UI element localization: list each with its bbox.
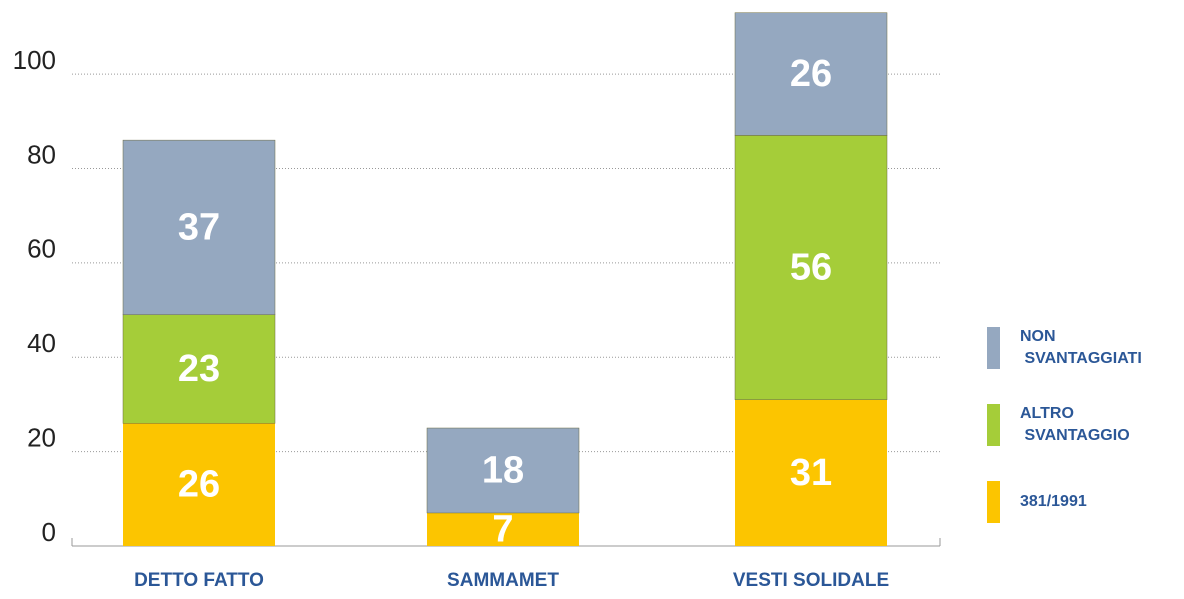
- data-label: 23: [178, 348, 220, 390]
- x-tick-label: DETTO FATTO: [134, 570, 264, 591]
- legend-swatch: [987, 481, 1000, 523]
- bar-segment: [427, 512, 579, 546]
- y-tick-label: 40: [27, 328, 56, 358]
- bar-segment: [122, 139, 276, 316]
- legend-label: 381/1991: [1020, 493, 1087, 510]
- x-tick-label: VESTI SOLIDALE: [733, 570, 889, 591]
- y-tick-label: 0: [42, 517, 56, 547]
- bar-segment: [735, 399, 887, 546]
- bar-segment: [734, 12, 888, 136]
- data-label: 31: [790, 452, 832, 494]
- data-label: 26: [178, 464, 220, 506]
- data-label: 18: [482, 450, 524, 492]
- bar-segment: [123, 423, 275, 546]
- y-tick-label: 20: [27, 422, 56, 452]
- bar-segment: [734, 135, 888, 400]
- bar-segment: [122, 314, 276, 424]
- data-label: 26: [790, 53, 832, 95]
- y-tick-label: 80: [27, 139, 56, 169]
- y-tick-label: 100: [13, 45, 56, 75]
- data-label: 7: [492, 509, 513, 551]
- legend-label: ALTRO SVANTAGGIO: [1020, 405, 1130, 444]
- legend-swatch: [987, 404, 1000, 446]
- data-label: 56: [790, 247, 832, 289]
- legend-label: NON SVANTAGGIATI: [1020, 328, 1142, 367]
- bar-segment: [426, 427, 580, 514]
- y-tick-label: 60: [27, 234, 56, 264]
- legend-swatch: [987, 327, 1000, 369]
- data-label: 37: [178, 206, 220, 248]
- x-tick-label: SAMMAMET: [447, 570, 559, 591]
